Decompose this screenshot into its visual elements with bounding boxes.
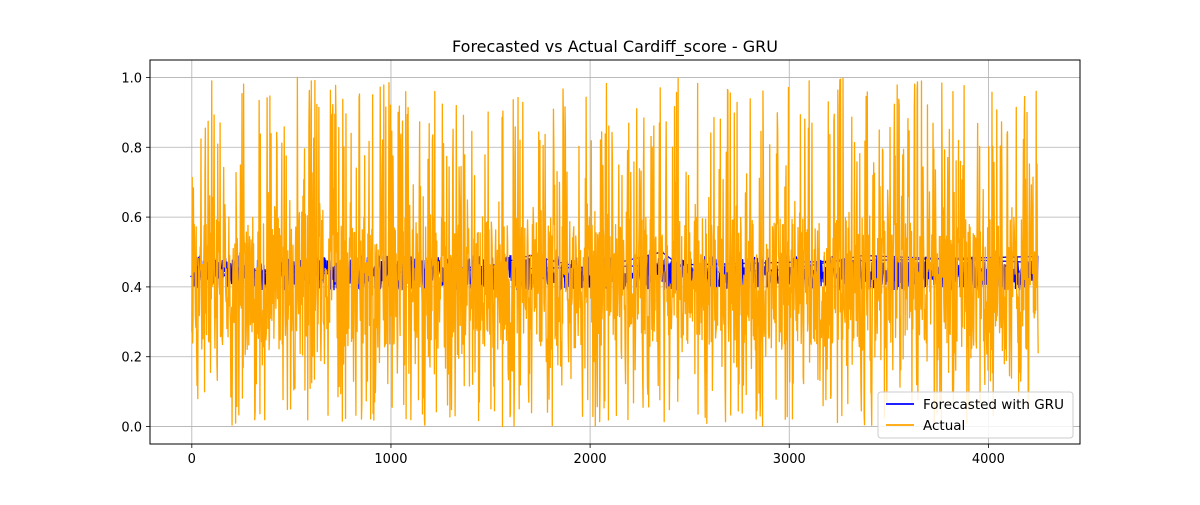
legend: Forecasted with GRU Actual xyxy=(877,391,1074,439)
series-actual-line xyxy=(191,76,1039,428)
legend-label-actual: Actual xyxy=(923,418,965,434)
ticks: 0 1000 2000 3000 4000 0.0 0.2 0.4 0.6 0.8 1.0 xyxy=(121,71,1005,467)
y-tick-label: 0.6 xyxy=(121,211,142,226)
x-tick-label: 2000 xyxy=(574,452,607,467)
chart-title: Forecasted vs Actual Cardiff_score - GRU xyxy=(452,37,778,57)
x-tick-label: 3000 xyxy=(773,452,806,467)
x-tick-label: 0 xyxy=(188,452,196,467)
x-tick-label: 4000 xyxy=(972,452,1005,467)
y-tick-label: 1.0 xyxy=(121,71,142,86)
y-tick-label: 0.8 xyxy=(121,141,142,156)
y-tick-label: 0.4 xyxy=(121,281,142,296)
y-tick-label: 0.0 xyxy=(121,421,142,436)
series-layer xyxy=(190,76,1039,428)
legend-label-forecast: Forecasted with GRU xyxy=(923,397,1064,413)
plot-frame xyxy=(149,59,1081,445)
x-tick-label: 1000 xyxy=(374,452,407,467)
y-tick-label: 0.2 xyxy=(121,351,142,366)
legend-box xyxy=(877,391,1074,439)
